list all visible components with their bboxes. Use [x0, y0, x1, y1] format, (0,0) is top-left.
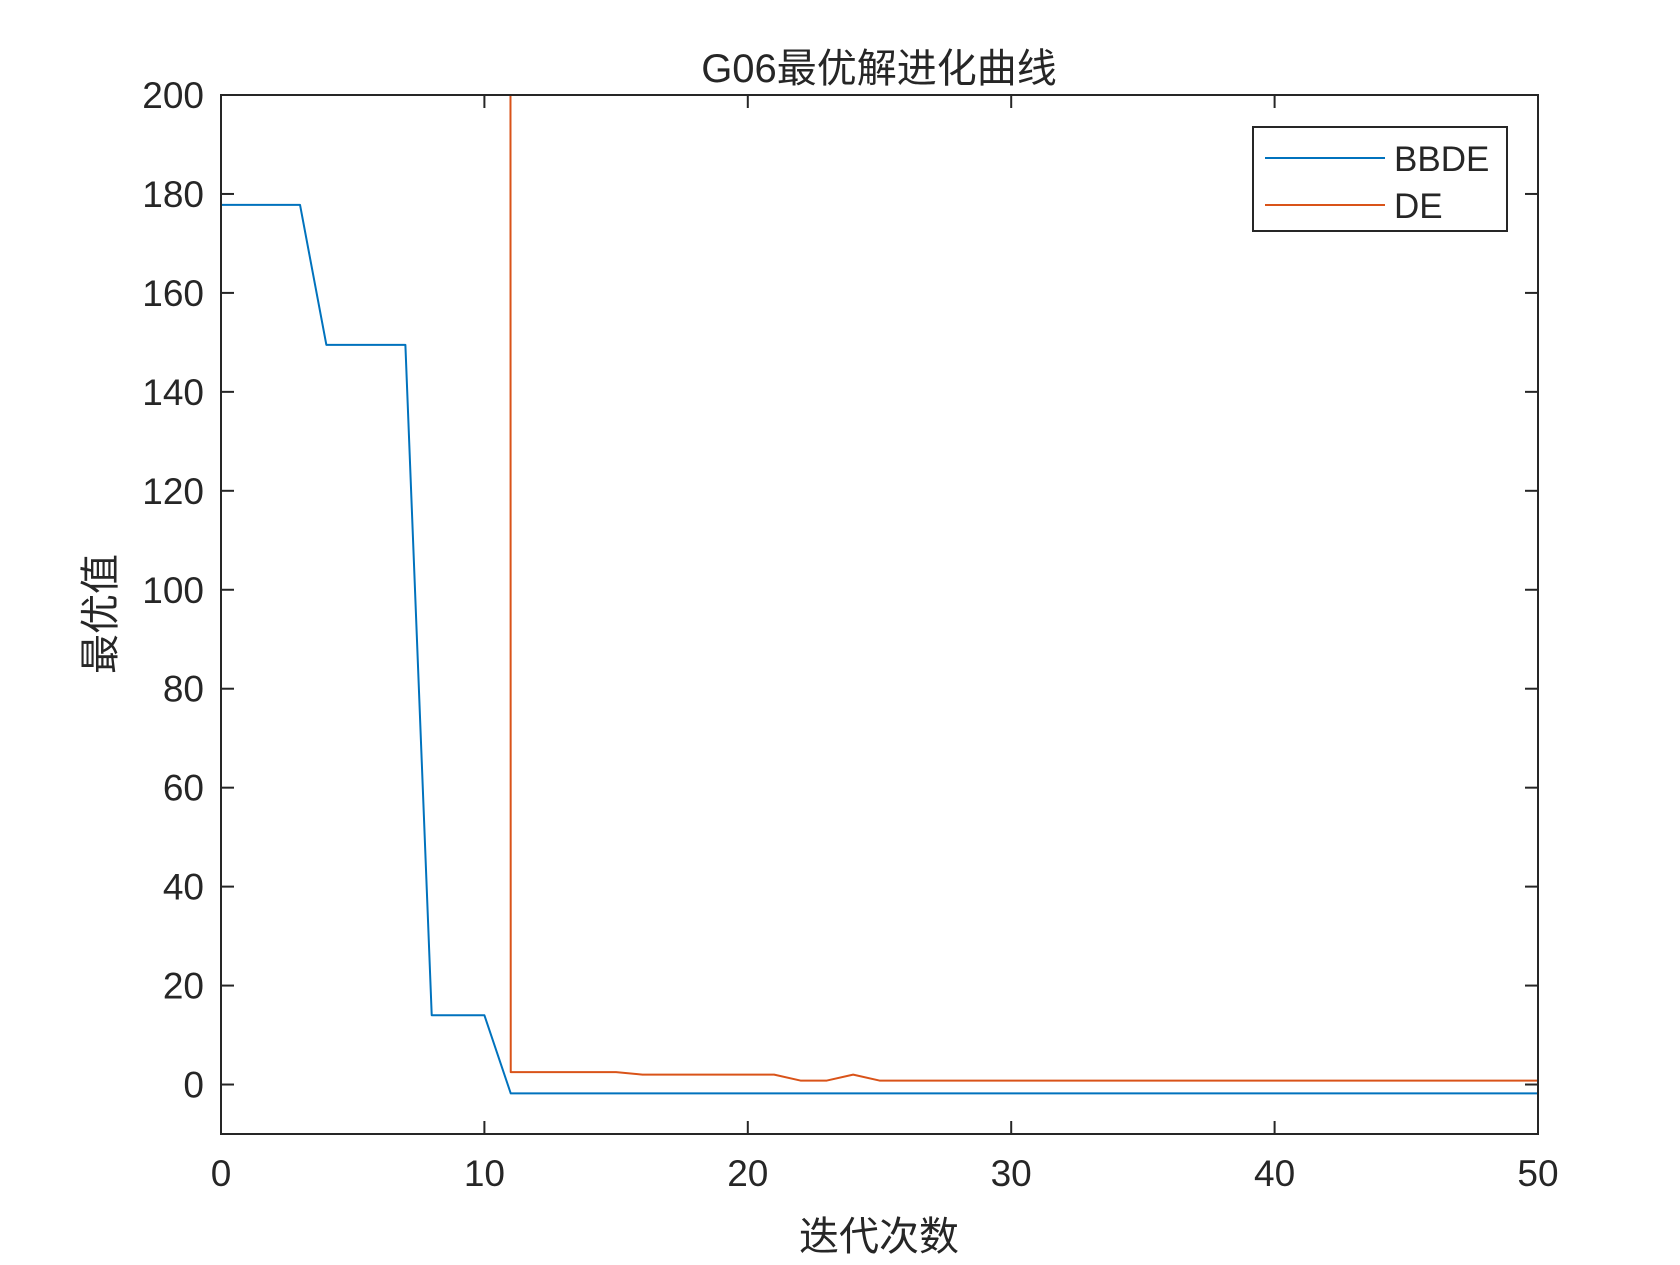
y-axis-label: 最优值: [79, 554, 123, 674]
x-tick-label: 40: [1254, 1153, 1295, 1194]
plot-area: [221, 95, 1538, 1134]
y-tick-label: 80: [163, 669, 204, 710]
x-tick-label: 0: [211, 1153, 232, 1194]
x-axis-label: 迭代次数: [799, 1215, 959, 1259]
y-tick-label: 180: [142, 174, 204, 215]
y-tick-label: 140: [142, 372, 204, 413]
y-tick-label: 160: [142, 273, 204, 314]
series-line-de: [509, 95, 1538, 1082]
x-tick-label: 50: [1517, 1153, 1558, 1194]
series-line-bbde: [221, 203, 1538, 1095]
x-tick-label: 10: [464, 1153, 505, 1194]
y-tick-label: 20: [163, 966, 204, 1007]
y-tick-label: 120: [142, 471, 204, 512]
y-tick-label: 40: [163, 867, 204, 908]
legend: BBDE DE: [1252, 126, 1508, 232]
y-tick-label: 60: [163, 768, 204, 809]
y-tick-label: 0: [183, 1065, 204, 1106]
axes-box: [220, 94, 1539, 1135]
chart-title: G06最优解进化曲线: [701, 47, 1057, 91]
x-tick-label: 30: [991, 1153, 1032, 1194]
y-tick-label: 100: [142, 570, 204, 611]
legend-label-de: DE: [1394, 187, 1443, 226]
x-tick-label: 20: [727, 1153, 768, 1194]
legend-label-bbde: BBDE: [1394, 140, 1489, 179]
y-tick-label: 200: [142, 75, 204, 116]
legend-box: [1252, 126, 1508, 232]
